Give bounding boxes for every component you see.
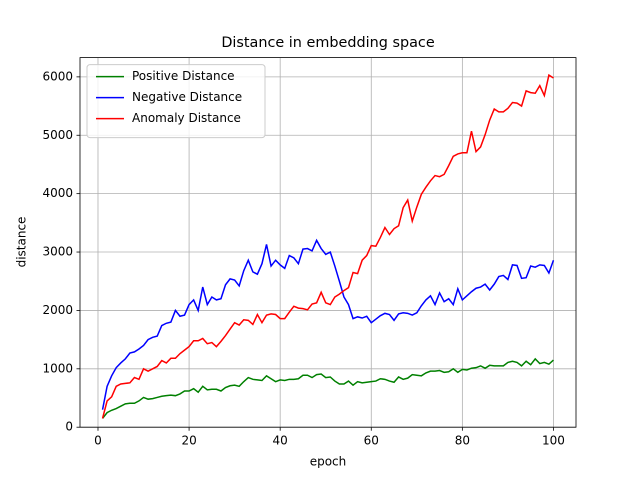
y-tick-label: 1000 (42, 361, 73, 375)
y-tick-label: 0 (65, 420, 73, 434)
legend-label: Anomaly Distance (132, 111, 241, 125)
plot-frame (79, 57, 577, 428)
legend: Positive Distance Negative Distance Anomal… (86, 64, 266, 139)
line-series (101, 238, 555, 410)
x-tick-label: 60 (364, 434, 379, 448)
y-tick-label: 2000 (42, 303, 73, 317)
x-tick-label: 40 (273, 434, 288, 448)
y-tick-label: 3000 (42, 245, 73, 259)
y-tick-label: 5000 (42, 128, 73, 142)
y-tick-label: 6000 (42, 69, 73, 83)
line-series (101, 73, 554, 419)
x-tick-label: 80 (455, 434, 470, 448)
y-axis-label: distance (15, 217, 29, 268)
x-tick-label: 0 (94, 434, 102, 448)
legend-label: Positive Distance (132, 69, 235, 83)
x-tick-label: 100 (542, 434, 565, 448)
line-series (101, 357, 554, 419)
legend-box (86, 64, 266, 139)
y-tick-label: 4000 (42, 186, 73, 200)
x-axis-label: epoch (310, 455, 347, 469)
chart-title: Distance in embedding space (221, 35, 435, 51)
lines (101, 73, 555, 419)
legend-label: Negative Distance (132, 90, 242, 104)
x-tick-label: 20 (181, 434, 196, 448)
